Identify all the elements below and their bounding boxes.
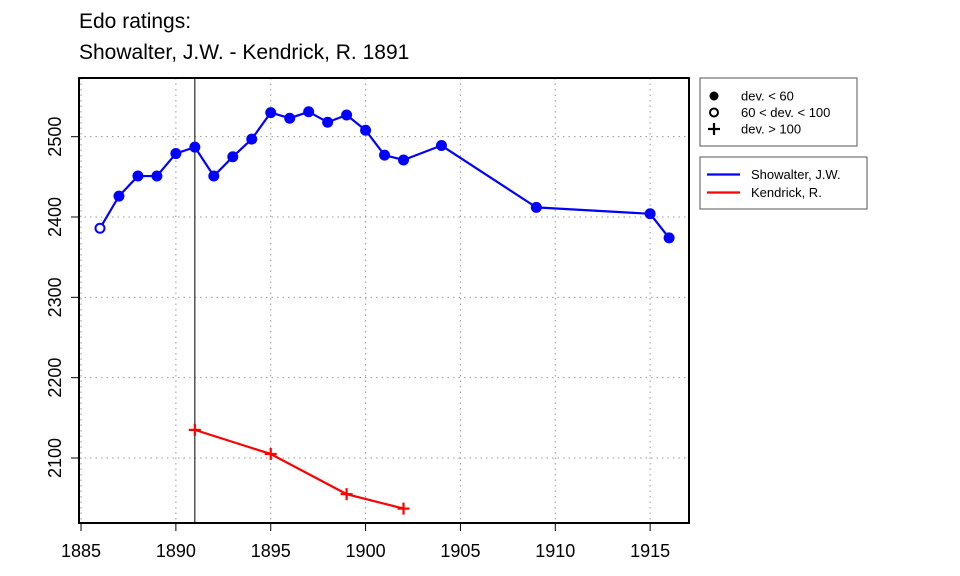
legend-label-2: dev. > 100 bbox=[741, 122, 801, 137]
y-tick-label-2300: 2300 bbox=[45, 277, 65, 317]
y-tick-label-2100: 2100 bbox=[45, 438, 65, 478]
data-point-0-1890 bbox=[170, 148, 182, 160]
x-tick-label-1885: 1885 bbox=[61, 541, 101, 561]
data-point-0-1889 bbox=[151, 170, 163, 182]
series-0 bbox=[94, 106, 675, 244]
legend-label-0: dev. < 60 bbox=[741, 89, 794, 104]
y-tick-label-2400: 2400 bbox=[45, 197, 65, 237]
data-point-1-1891 bbox=[188, 423, 201, 436]
data-point-0-1893 bbox=[227, 151, 239, 163]
data-point-0-1909 bbox=[530, 201, 542, 213]
x-tick-label-1905: 1905 bbox=[440, 541, 480, 561]
data-point-0-1899 bbox=[341, 109, 353, 121]
legend-series-label-0: Showalter, J.W. bbox=[751, 167, 841, 182]
legend-series-label-1: Kendrick, R. bbox=[751, 185, 822, 200]
data-point-0-1888 bbox=[132, 170, 144, 182]
data-point-0-1895 bbox=[265, 107, 277, 119]
data-point-0-1904 bbox=[435, 140, 447, 152]
data-point-0-1897 bbox=[303, 106, 315, 118]
data-point-0-1891 bbox=[189, 141, 201, 153]
x-tick-label-1890: 1890 bbox=[156, 541, 196, 561]
data-point-0-1887 bbox=[113, 190, 125, 202]
data-point-0-1900 bbox=[360, 124, 372, 136]
chart-title-line-2: Showalter, J.W. - Kendrick, R. 1891 bbox=[79, 41, 410, 64]
x-tick-label-1915: 1915 bbox=[630, 541, 670, 561]
y-tick-label-2200: 2200 bbox=[45, 358, 65, 398]
legend-label-1: 60 < dev. < 100 bbox=[741, 105, 830, 120]
data-point-0-1898 bbox=[322, 116, 334, 128]
data-point-0-1886 bbox=[94, 222, 106, 234]
series-legend: Showalter, J.W. Kendrick, R. bbox=[699, 156, 868, 210]
chart-title-line-1: Edo ratings: bbox=[79, 10, 192, 33]
marker-legend-box bbox=[699, 77, 858, 147]
data-point-0-1915 bbox=[644, 208, 656, 220]
series-1 bbox=[188, 423, 410, 515]
y-axis: 2100 2200 2300 2400 2500 bbox=[45, 117, 80, 478]
legend-symbol-filled-circle bbox=[709, 91, 719, 101]
legend-symbol-open-circle bbox=[709, 107, 719, 118]
series-legend-box bbox=[699, 156, 868, 210]
data-point-1-1902 bbox=[397, 502, 410, 515]
data-point-0-1902 bbox=[398, 154, 410, 166]
x-tick-label-1910: 1910 bbox=[535, 541, 575, 561]
legend-symbol-plus bbox=[708, 123, 720, 135]
x-tick-label-1900: 1900 bbox=[346, 541, 386, 561]
data-point-1-1899 bbox=[340, 488, 353, 501]
y-tick-label-2500: 2500 bbox=[45, 117, 65, 157]
grid-lines bbox=[79, 78, 689, 523]
data-point-0-1901 bbox=[379, 149, 391, 161]
data-point-0-1894 bbox=[246, 133, 258, 145]
x-tick-label-1895: 1895 bbox=[251, 541, 291, 561]
x-axis: 1885 1890 1895 1900 1905 1910 1915 bbox=[61, 522, 670, 561]
series-line-0 bbox=[99, 110, 670, 239]
data-point-0-1916 bbox=[663, 232, 675, 244]
data-point-1-1895 bbox=[264, 447, 277, 460]
data-point-0-1896 bbox=[284, 112, 296, 124]
axes: 1885 1890 1895 1900 1905 1910 1915 2100 2200 2300… bbox=[45, 117, 670, 561]
plot-frame bbox=[78, 77, 690, 524]
data-point-0-1892 bbox=[208, 170, 220, 182]
series-group bbox=[94, 106, 675, 515]
series-line-1 bbox=[194, 428, 404, 510]
